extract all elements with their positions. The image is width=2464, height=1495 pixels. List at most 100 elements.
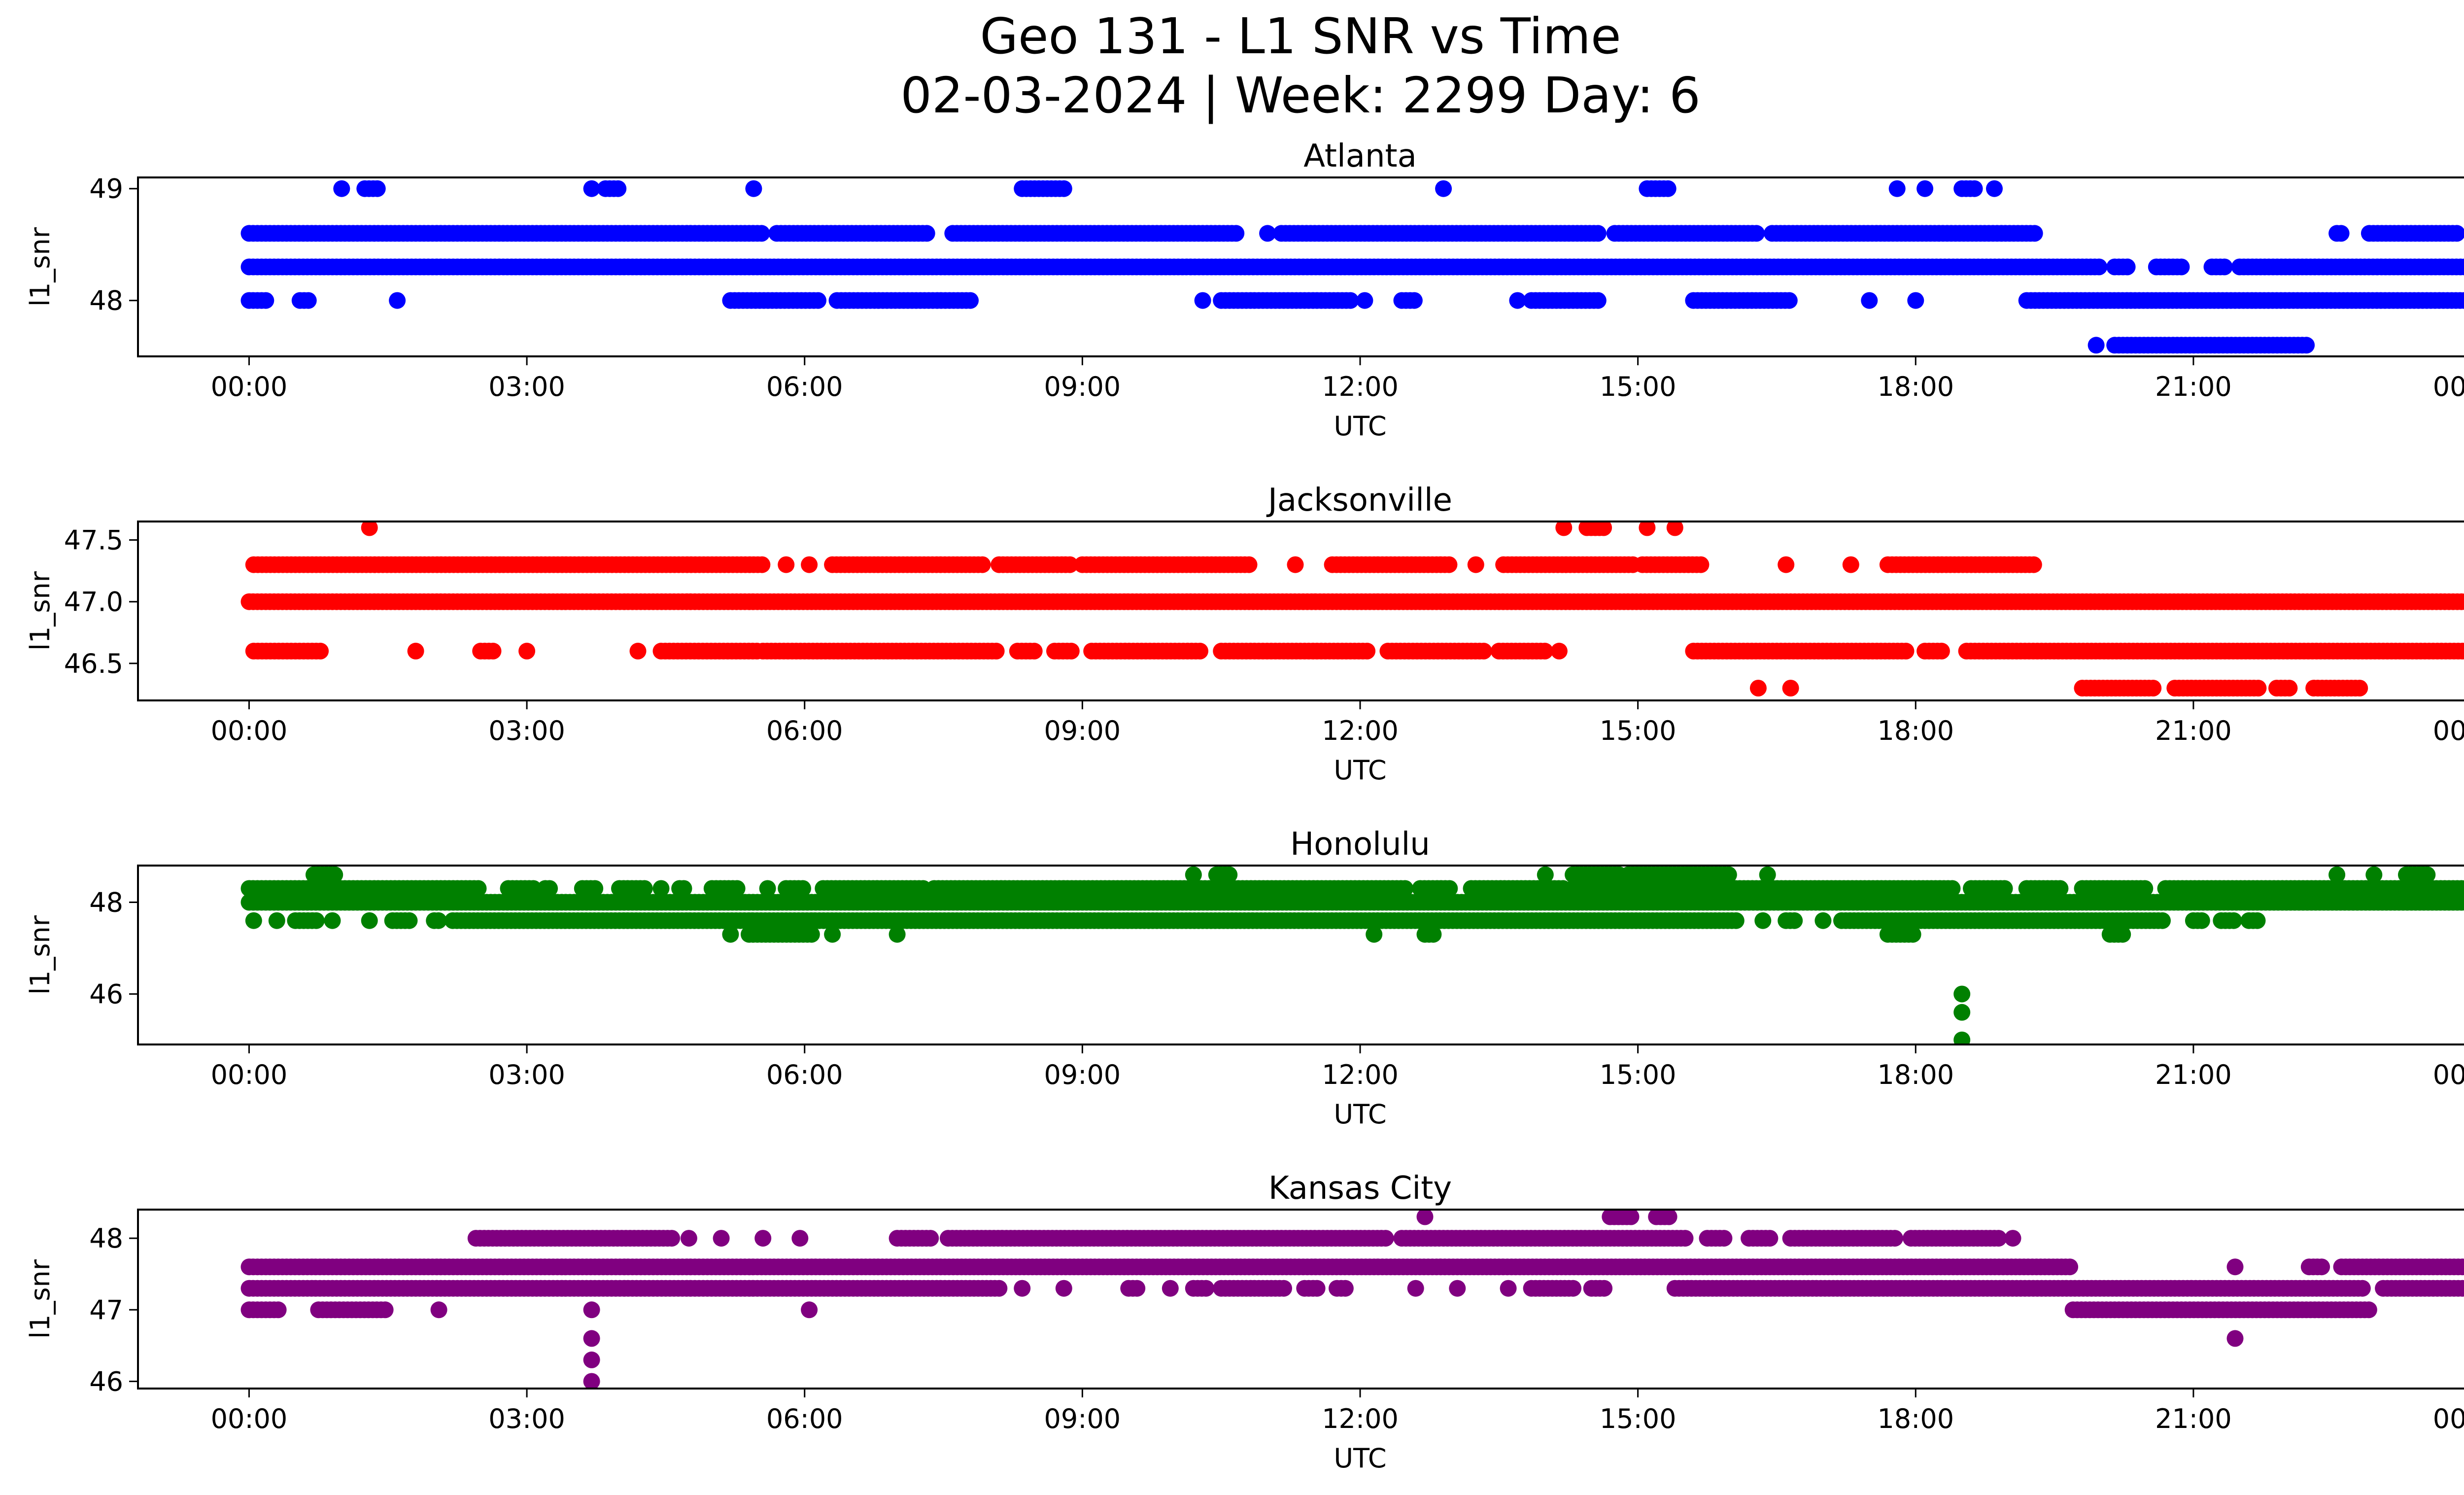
data-point: [1595, 522, 1612, 536]
data-point: [1944, 880, 1961, 897]
x-tick-label: 12:00: [1322, 371, 1399, 402]
data-point: [2090, 258, 2108, 276]
data-point: [2328, 866, 2346, 883]
data-point: [652, 880, 670, 897]
data-point: [2460, 293, 2464, 308]
axes-frame: [137, 521, 2464, 701]
data-point: [1754, 912, 1772, 929]
data-point: [713, 1230, 730, 1247]
data-point: [745, 180, 762, 197]
data-point: [2419, 866, 2436, 883]
data-point: [2313, 1258, 2330, 1276]
data-point: [300, 292, 317, 309]
data-point: [308, 912, 325, 929]
x-tick-label: 09:00: [1044, 1059, 1121, 1090]
data-point: [663, 1230, 681, 1247]
data-point: [2298, 337, 2315, 354]
data-point: [484, 642, 502, 660]
data-point: [1405, 292, 1423, 309]
y-tick-label: 46: [89, 979, 123, 1010]
data-point: [2249, 912, 2266, 929]
data-point: [2119, 258, 2136, 276]
data-point: [1192, 642, 1208, 660]
data-point: [2461, 595, 2464, 608]
data-point: [541, 880, 558, 897]
x-tick-label: 06:00: [766, 715, 843, 746]
data-point: [1441, 880, 1458, 897]
data-point: [326, 866, 343, 883]
data-point: [1055, 180, 1072, 197]
data-point: [1550, 642, 1568, 660]
data-point: [2250, 680, 2267, 696]
data-point: [988, 642, 1005, 660]
x-axis-label: UTC: [1334, 1099, 1386, 1130]
data-point: [1715, 1230, 1733, 1247]
data-point: [2351, 680, 2368, 696]
x-tick-label: 15:00: [1600, 715, 1677, 746]
data-point: [245, 912, 262, 929]
panel-title: Jacksonville: [1266, 482, 1452, 519]
data-point: [1990, 1230, 2007, 1247]
data-point: [1342, 292, 1359, 309]
x-tick-label: 00:00: [211, 1059, 288, 1090]
data-point: [2365, 866, 2383, 883]
data-point: [2448, 225, 2464, 242]
data-point: [1194, 292, 1211, 309]
data-point: [1062, 642, 1080, 660]
data-point: [1907, 292, 1924, 309]
y-axis-label: l1_snr: [25, 227, 56, 307]
data-point: [1782, 680, 1799, 696]
y-tick-label: 46.5: [64, 648, 123, 679]
data-point: [1727, 912, 1745, 929]
x-tick-label: 18:00: [1877, 715, 1954, 746]
data-point: [1589, 292, 1607, 309]
data-point: [1677, 1230, 1694, 1247]
y-tick-label: 49: [89, 174, 123, 205]
data-point: [2226, 1258, 2244, 1276]
x-tick-label: 00:00: [2433, 1059, 2464, 1090]
data-point: [1953, 1031, 1971, 1044]
data-point: [2462, 1262, 2464, 1272]
data-point: [1397, 880, 1414, 897]
data-point: [257, 292, 274, 309]
data-point: [722, 926, 739, 943]
data-point: [1356, 292, 1373, 309]
data-point: [2145, 680, 2162, 696]
x-tick-label: 03:00: [488, 371, 565, 402]
data-point: [2462, 646, 2464, 657]
data-point: [324, 912, 341, 929]
data-point: [1749, 680, 1767, 696]
data-point: [794, 880, 811, 897]
x-tick-label: 15:00: [1600, 371, 1677, 402]
data-point: [1287, 556, 1304, 573]
data-point: [401, 912, 418, 929]
y-tick-label: 47.5: [64, 525, 123, 556]
data-point: [636, 880, 653, 897]
x-tick-label: 00:00: [2433, 371, 2464, 402]
data-point: [1555, 522, 1573, 536]
scatter-points: [240, 522, 2464, 696]
data-point: [1861, 292, 1878, 309]
data-point: [1475, 642, 1492, 660]
data-point: [2457, 593, 2464, 610]
figure-title: Geo 131 - L1 SNR vs Time: [980, 7, 1621, 65]
x-tick-label: 12:00: [1322, 1059, 1399, 1090]
data-point: [1953, 985, 1971, 1003]
scatter-points: [240, 180, 2464, 354]
data-point: [369, 180, 386, 197]
y-axis-label: l1_snr: [25, 915, 56, 995]
data-point: [680, 1230, 697, 1247]
data-point: [1221, 866, 1238, 883]
data-point: [2460, 260, 2464, 274]
data-point: [1359, 642, 1376, 660]
panel-title: Atlanta: [1303, 138, 1417, 174]
data-point: [778, 556, 795, 573]
data-point: [1660, 1210, 1677, 1225]
data-point: [1897, 642, 1915, 660]
data-point: [1966, 180, 1983, 197]
data-point: [2136, 880, 2154, 897]
data-point: [889, 926, 906, 943]
data-point: [974, 556, 991, 573]
